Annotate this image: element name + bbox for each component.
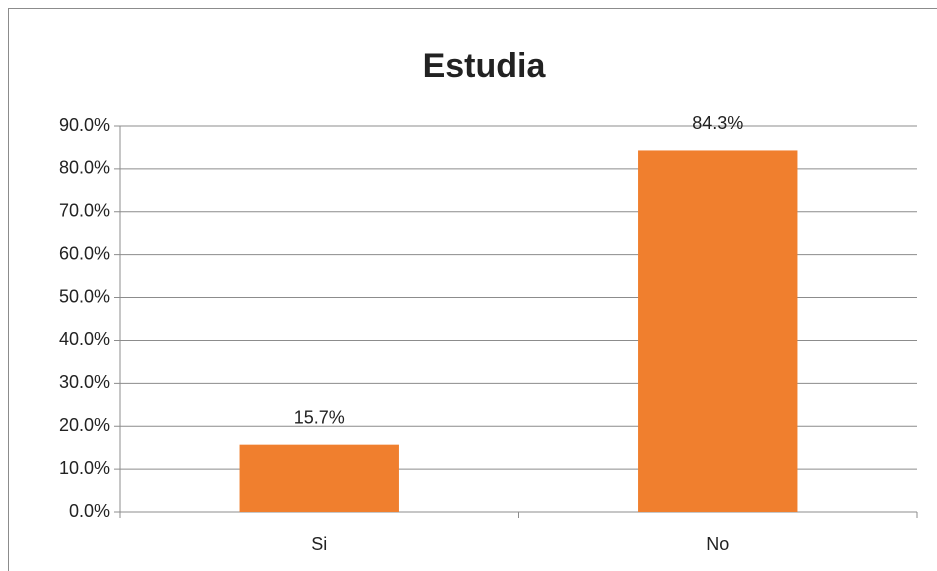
y-tick-label: 90.0% [59, 115, 110, 135]
chart-frame [8, 8, 937, 571]
bar [239, 444, 399, 512]
y-tick-label: 80.0% [59, 158, 110, 178]
x-tick-label: No [706, 534, 729, 554]
y-tick-label: 30.0% [59, 372, 110, 392]
data-label: 84.3% [692, 113, 743, 133]
y-tick-label: 40.0% [59, 329, 110, 349]
x-tick-label: Si [311, 534, 327, 554]
data-label: 15.7% [294, 407, 345, 427]
chart-title: Estudia [423, 47, 547, 85]
y-tick-label: 10.0% [59, 458, 110, 478]
bar [638, 150, 798, 513]
y-tick-label: 70.0% [59, 201, 110, 221]
y-tick-label: 60.0% [59, 243, 110, 263]
y-tick-label: 0.0% [69, 501, 110, 521]
y-tick-label: 20.0% [59, 415, 110, 435]
y-tick-label: 50.0% [59, 286, 110, 306]
